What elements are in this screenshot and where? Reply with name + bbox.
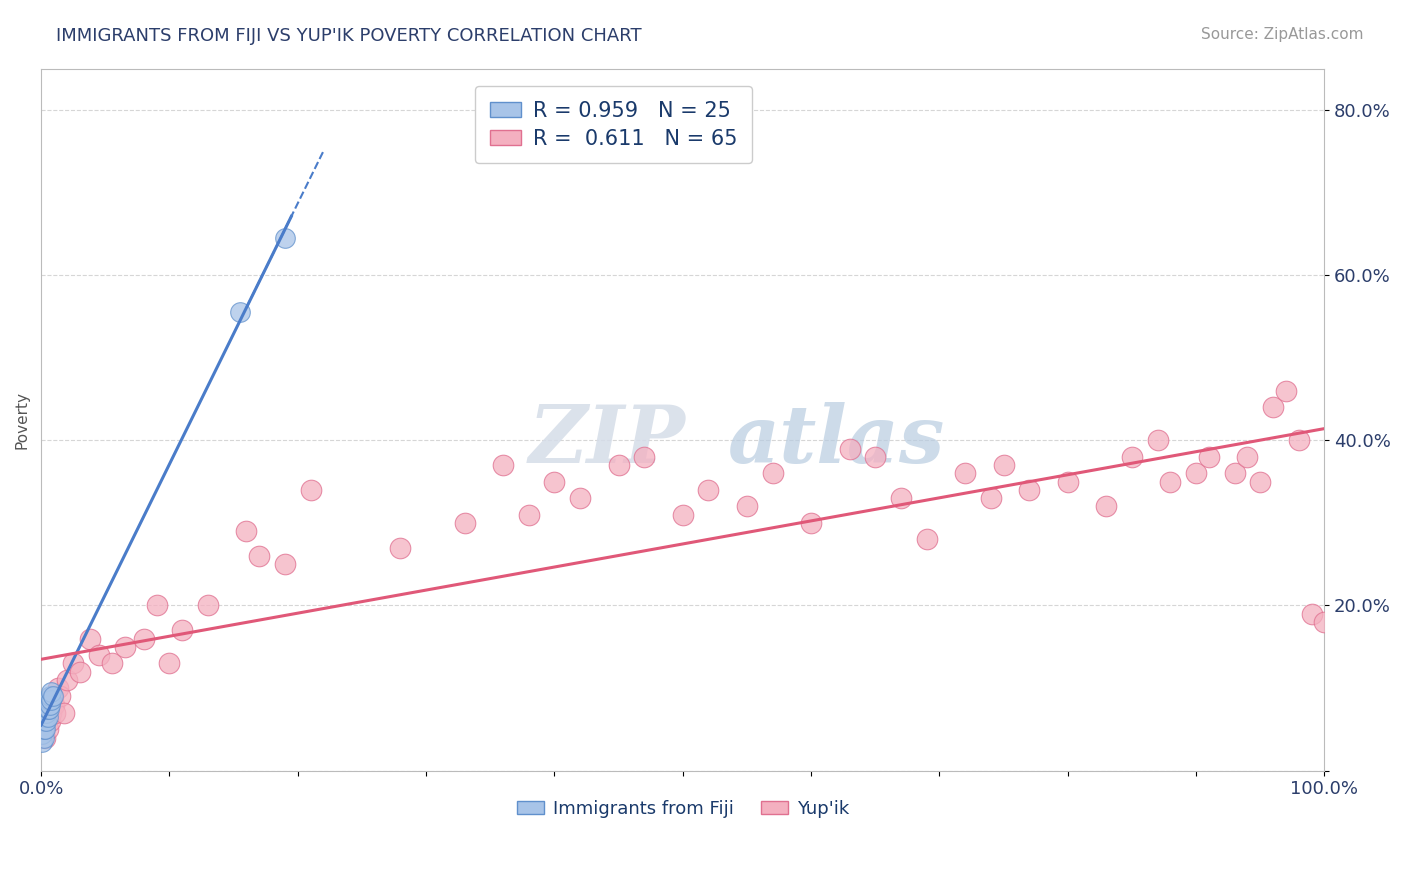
Point (34, 731, 56, 745)
Point (172, 624, 194, 638)
Point (100, 657, 122, 671)
Point (492, 458, 515, 472)
Point (569, 491, 592, 505)
Point (1301, 607, 1323, 621)
Point (34, 710, 56, 724)
Point (1275, 384, 1298, 398)
Point (800, 516, 823, 530)
Point (32, 714, 55, 728)
Point (953, 467, 976, 481)
Point (32, 714, 55, 728)
Point (35, 706, 58, 720)
Point (37, 710, 59, 724)
Point (299, 483, 322, 497)
Point (1223, 467, 1246, 481)
Point (31, 735, 53, 749)
Point (1185, 467, 1208, 481)
Point (1146, 434, 1168, 448)
Point (247, 549, 270, 563)
Point (274, 557, 297, 571)
Point (39, 714, 62, 728)
Point (41, 706, 63, 720)
Point (55, 673, 77, 687)
Point (1288, 434, 1310, 448)
Point (159, 657, 181, 671)
Legend: Immigrants from Fiji, Yup'ik: Immigrants from Fiji, Yup'ik (509, 792, 856, 825)
Point (865, 450, 887, 464)
Point (672, 508, 695, 522)
Point (633, 450, 655, 464)
Point (35, 706, 58, 720)
Point (1313, 615, 1336, 629)
Point (993, 458, 1015, 472)
Point (38, 698, 60, 712)
Point (87, 648, 110, 662)
Point (37, 723, 59, 737)
Point (1159, 475, 1181, 489)
Point (31, 718, 53, 732)
Point (145, 599, 167, 613)
Point (37, 702, 59, 716)
Point (132, 632, 155, 646)
Point (1236, 450, 1258, 464)
Point (32, 723, 55, 737)
Point (34, 702, 56, 716)
Point (1018, 483, 1040, 497)
Point (32, 706, 55, 720)
Point (389, 541, 412, 555)
Point (41, 693, 63, 707)
Point (607, 458, 630, 472)
Point (32, 731, 55, 745)
Point (1198, 450, 1220, 464)
Point (453, 516, 475, 530)
Point (114, 640, 136, 654)
Text: ZIP: ZIP (529, 402, 686, 479)
Point (69, 665, 91, 679)
Point (1056, 475, 1078, 489)
Point (38, 702, 60, 716)
Point (44, 706, 66, 720)
Point (980, 491, 1002, 505)
Point (62, 657, 84, 671)
Point (197, 599, 219, 613)
Point (38, 693, 60, 707)
Point (41, 685, 63, 699)
Point (235, 524, 257, 538)
Point (915, 533, 938, 547)
Point (697, 483, 720, 497)
Point (1249, 475, 1271, 489)
Y-axis label: Poverty: Poverty (15, 391, 30, 449)
Point (735, 500, 758, 514)
Point (34, 723, 56, 737)
Point (1095, 500, 1118, 514)
Text: IMMIGRANTS FROM FIJI VS YUP'IK POVERTY CORRELATION CHART: IMMIGRANTS FROM FIJI VS YUP'IK POVERTY C… (56, 27, 643, 45)
Point (890, 491, 912, 505)
Point (517, 508, 540, 522)
Point (761, 467, 783, 481)
Text: atlas: atlas (728, 402, 945, 479)
Point (46, 681, 69, 695)
Point (53, 706, 76, 720)
Point (42, 698, 65, 712)
Point (49, 690, 72, 704)
Point (35, 698, 58, 712)
Point (37, 693, 59, 707)
Point (39, 698, 62, 712)
Point (543, 475, 565, 489)
Point (1261, 401, 1284, 415)
Point (31, 726, 53, 740)
Point (41, 690, 63, 704)
Text: Source: ZipAtlas.com: Source: ZipAtlas.com (1201, 27, 1364, 42)
Point (41, 690, 63, 704)
Point (79, 632, 101, 646)
Point (229, 305, 252, 319)
Point (35, 714, 58, 728)
Point (1121, 450, 1143, 464)
Point (274, 231, 297, 245)
Point (39, 690, 62, 704)
Point (838, 442, 860, 456)
